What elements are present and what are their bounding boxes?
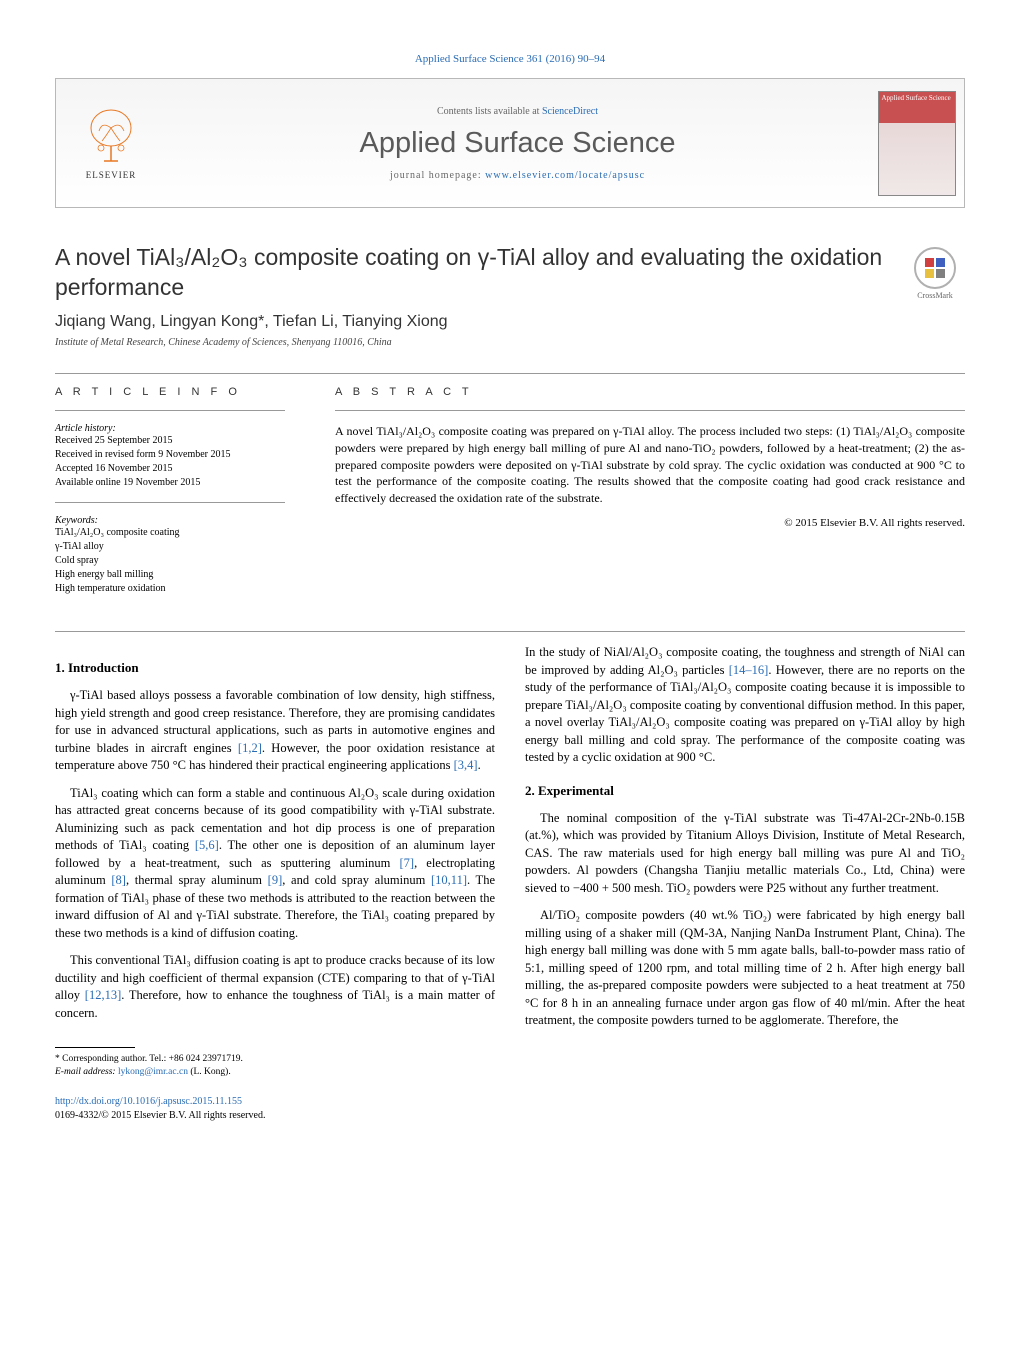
keyword: High temperature oxidation	[55, 582, 285, 596]
citation-link[interactable]: [3,4]	[454, 758, 478, 772]
journal-name: Applied Surface Science	[360, 127, 676, 160]
elsevier-tree-icon	[84, 106, 139, 166]
divider	[55, 631, 965, 632]
crossmark-icon	[914, 247, 956, 289]
paragraph: TiAl₃ coating which can form a stable an…	[55, 785, 495, 943]
divider	[55, 502, 285, 503]
top-citation: Applied Surface Science 361 (2016) 90–94	[55, 50, 965, 66]
footnote-separator	[55, 1047, 135, 1048]
keywords-head: Keywords:	[55, 515, 285, 526]
citation-link[interactable]: [10,11]	[431, 873, 467, 887]
citation-link[interactable]: [14–16]	[729, 663, 769, 677]
contents-line: Contents lists available at ScienceDirec…	[437, 106, 598, 117]
doi-link[interactable]: http://dx.doi.org/10.1016/j.apsusc.2015.…	[55, 1096, 242, 1107]
citation-link[interactable]: [5,6]	[195, 838, 219, 852]
keyword: Cold spray	[55, 554, 285, 568]
homepage-prefix: journal homepage:	[390, 170, 485, 181]
issn-copyright: 0169-4332/© 2015 Elsevier B.V. All right…	[55, 1109, 495, 1123]
paragraph: In the study of NiAl/Al₂O₃ composite coa…	[525, 644, 965, 767]
cover-title: Applied Surface Science	[882, 95, 952, 103]
citation-link[interactable]: [1,2]	[238, 741, 262, 755]
citation-link[interactable]: [7]	[399, 856, 414, 870]
sciencedirect-link[interactable]: ScienceDirect	[542, 106, 598, 117]
article-title: A novel TiAl₃/Al₂O₃ composite coating on…	[55, 243, 890, 303]
title-row: A novel TiAl₃/Al₂O₃ composite coating on…	[55, 243, 965, 303]
paragraph: The nominal composition of the γ-TiAl su…	[525, 810, 965, 898]
intro-heading: 1. Introduction	[55, 659, 495, 677]
homepage-url[interactable]: www.elsevier.com/locate/apsusc	[485, 170, 645, 181]
divider	[55, 373, 965, 374]
article-info-label: A R T I C L E I N F O	[55, 386, 285, 398]
paragraph: γ-TiAl based alloys possess a favorable …	[55, 687, 495, 775]
abstract-copyright: © 2015 Elsevier B.V. All rights reserved…	[335, 517, 965, 529]
abstract-text: A novel TiAl₃/Al₂O₃ composite coating wa…	[335, 423, 965, 507]
journal-cover-area: Applied Surface Science	[869, 79, 964, 207]
accepted-date: Accepted 16 November 2015	[55, 462, 285, 476]
top-citation-text[interactable]: Applied Surface Science 361 (2016) 90–94	[415, 53, 605, 65]
received-date: Received 25 September 2015	[55, 434, 285, 448]
revised-date: Received in revised form 9 November 2015	[55, 448, 285, 462]
citation-link[interactable]: [9]	[268, 873, 283, 887]
doi-section: http://dx.doi.org/10.1016/j.apsusc.2015.…	[55, 1095, 495, 1123]
keyword: TiAl₃/Al₂O₃ composite coating	[55, 526, 285, 540]
paragraph: Al/TiO₂ composite powders (40 wt.% TiO₂)…	[525, 907, 965, 1030]
corresponding-author-footnote: * Corresponding author. Tel.: +86 024 23…	[55, 1053, 495, 1080]
contents-prefix: Contents lists available at	[437, 106, 542, 117]
crossmark-badge[interactable]: CrossMark	[905, 243, 965, 303]
journal-cover-thumbnail: Applied Surface Science	[878, 91, 956, 196]
body-columns: 1. Introduction γ-TiAl based alloys poss…	[55, 644, 965, 1123]
email-link[interactable]: lykong@imr.ac.cn	[118, 1067, 188, 1077]
paragraph: This conventional TiAl₃ diffusion coatin…	[55, 952, 495, 1022]
experimental-heading: 2. Experimental	[525, 782, 965, 800]
left-column: 1. Introduction γ-TiAl based alloys poss…	[55, 644, 495, 1123]
citation-link[interactable]: [12,13]	[85, 988, 121, 1002]
keyword: High energy ball milling	[55, 568, 285, 582]
journal-header: ELSEVIER Contents lists available at Sci…	[55, 78, 965, 208]
divider	[55, 410, 285, 411]
history-head: Article history:	[55, 423, 285, 434]
publisher-logo-area: ELSEVIER	[56, 79, 166, 207]
homepage-line: journal homepage: www.elsevier.com/locat…	[390, 170, 645, 181]
abstract-column: A B S T R A C T A novel TiAl₃/Al₂O₃ comp…	[310, 386, 965, 596]
article-info-column: A R T I C L E I N F O Article history: R…	[55, 386, 310, 596]
right-column: In the study of NiAl/Al₂O₃ composite coa…	[525, 644, 965, 1123]
citation-link[interactable]: [8]	[111, 873, 126, 887]
authors: Jiqiang Wang, Lingyan Kong*, Tiefan Li, …	[55, 313, 965, 331]
crossmark-label: CrossMark	[917, 291, 953, 300]
info-abstract-row: A R T I C L E I N F O Article history: R…	[55, 386, 965, 596]
abstract-label: A B S T R A C T	[335, 386, 965, 398]
keyword: γ-TiAl alloy	[55, 540, 285, 554]
affiliation: Institute of Metal Research, Chinese Aca…	[55, 337, 965, 348]
divider	[335, 410, 965, 411]
corr-author-line: * Corresponding author. Tel.: +86 024 23…	[55, 1053, 495, 1066]
email-line: E-mail address: lykong@imr.ac.cn (L. Kon…	[55, 1066, 495, 1079]
online-date: Available online 19 November 2015	[55, 476, 285, 490]
publisher-name: ELSEVIER	[86, 170, 137, 180]
header-center: Contents lists available at ScienceDirec…	[166, 79, 869, 207]
